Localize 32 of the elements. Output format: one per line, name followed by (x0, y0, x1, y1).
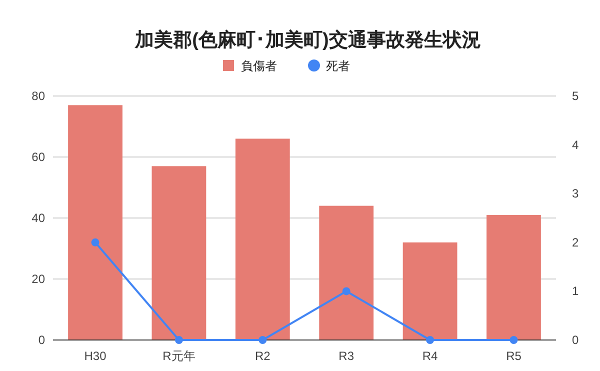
y2-tick-label: 0 (572, 333, 579, 347)
point (426, 336, 434, 344)
y2-tick-label: 1 (572, 284, 579, 298)
y2-tick-label: 3 (572, 186, 579, 201)
point (258, 336, 267, 344)
x-tick-label: R4 (422, 349, 438, 363)
y-tick-label: 60 (32, 150, 46, 164)
bar (152, 166, 206, 340)
y-tick-label: 20 (32, 272, 46, 286)
point (91, 238, 100, 246)
x-tick-label: R5 (506, 349, 522, 363)
bar (402, 242, 458, 340)
point (342, 287, 350, 296)
point (510, 336, 518, 344)
chart-title: 加美郡(色麻町･加美町)交通事故発生状況 (134, 29, 481, 51)
bar (235, 138, 290, 340)
bar (486, 214, 541, 340)
y-tick-label: 40 (32, 211, 46, 225)
legend-label: 死者 (326, 59, 350, 73)
x-tick-label: R3 (338, 349, 354, 363)
x-tick-label: H30 (84, 349, 107, 363)
y2-tick-label: 5 (572, 89, 579, 103)
y2-tick-label: 2 (572, 235, 579, 250)
x-tick-label: R2 (254, 349, 271, 363)
y-tick-label: 0 (38, 333, 46, 347)
bar (319, 206, 374, 340)
point (174, 336, 183, 344)
y2-tick-label: 4 (572, 138, 579, 152)
bar (68, 105, 122, 340)
x-tick-label: R元年 (162, 349, 196, 363)
y-tick-label: 80 (32, 89, 46, 103)
legend-label: 負傷者 (241, 59, 277, 73)
